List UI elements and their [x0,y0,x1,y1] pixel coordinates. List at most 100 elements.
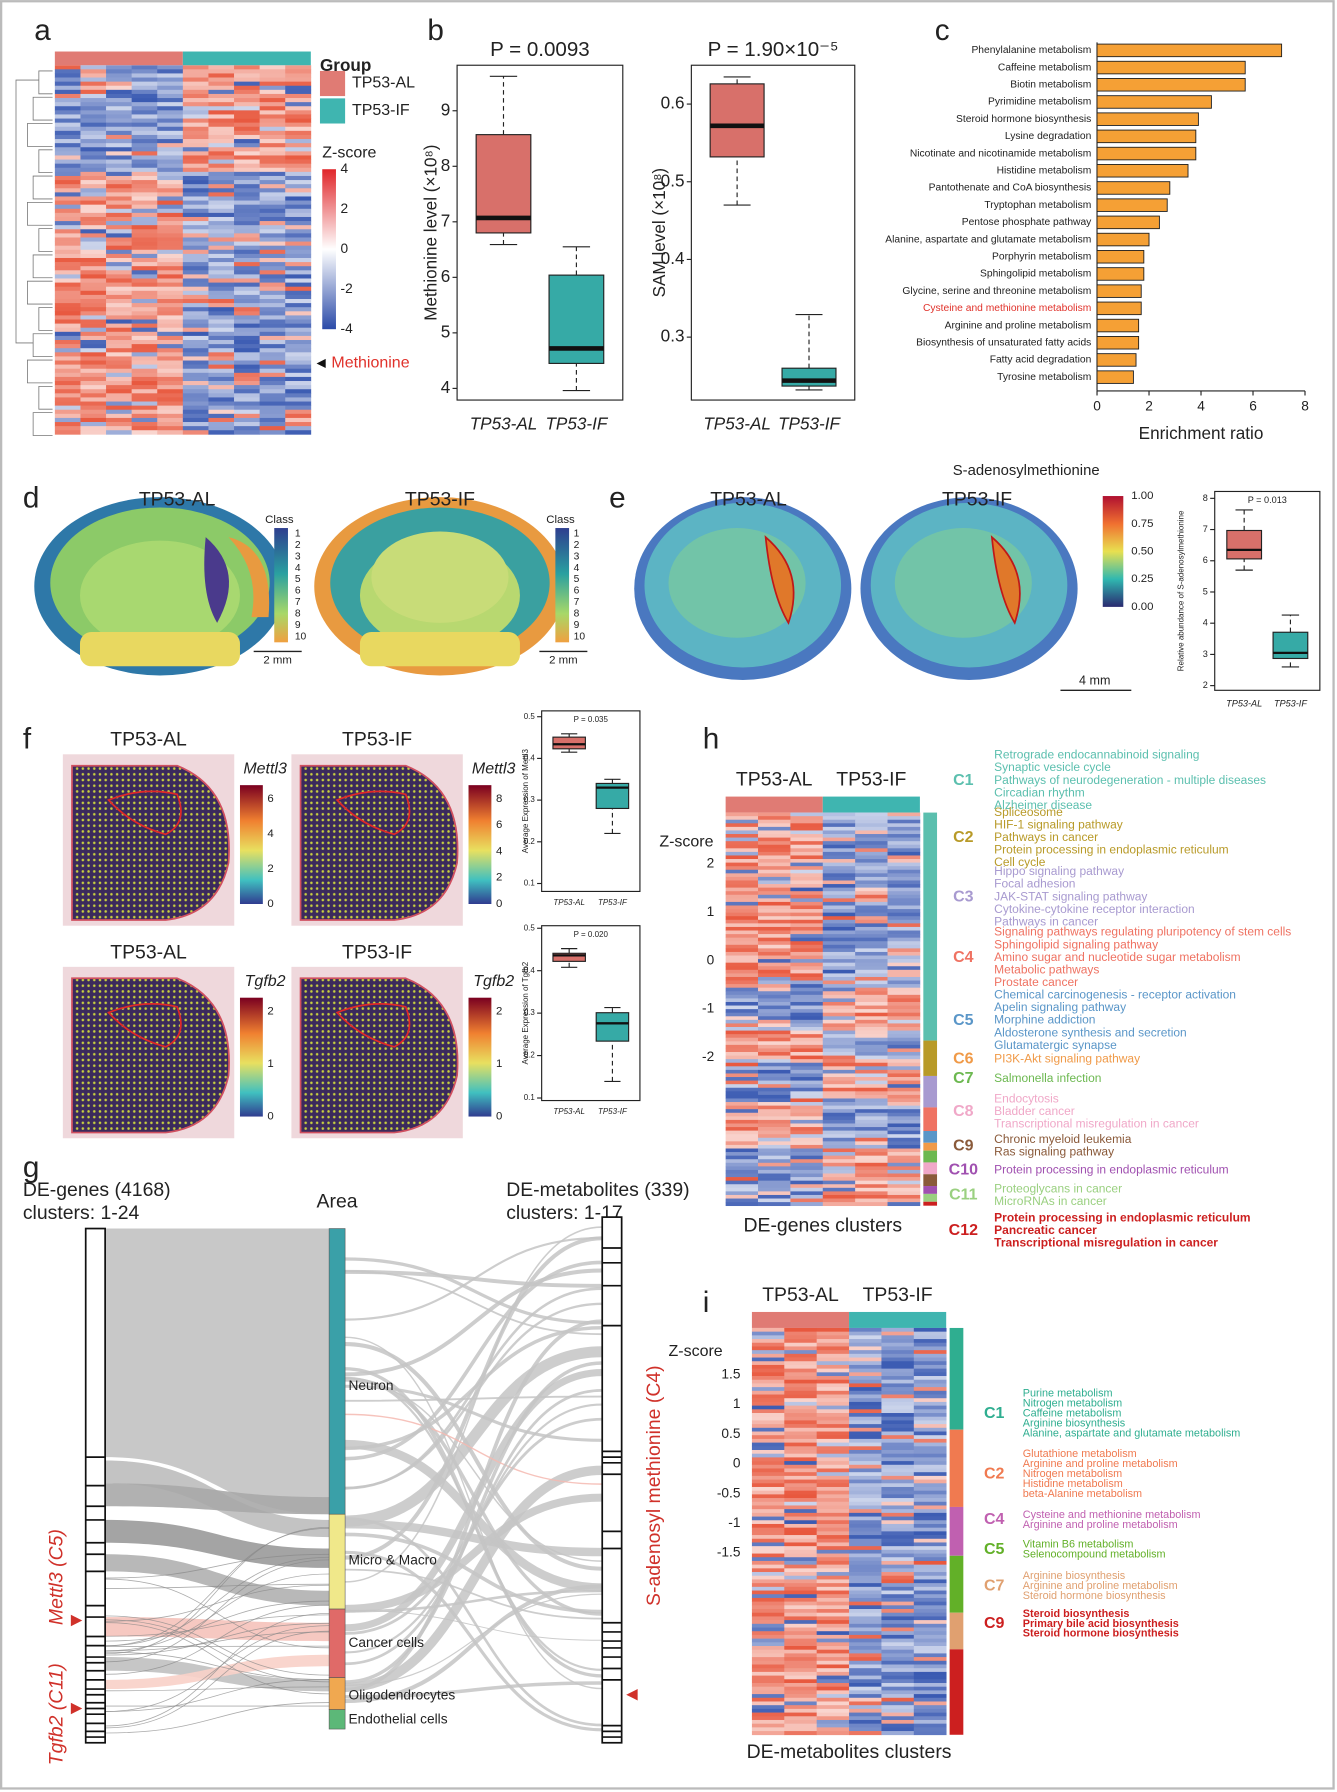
heatmap-cell [913,1546,947,1551]
heatmap-cell [822,851,856,856]
heatmap-cell [106,401,132,406]
heatmap-cell [80,319,107,324]
heatmap-cell [913,1616,947,1621]
heatmap-cell [913,1609,947,1614]
heatmap-cell [849,1694,882,1699]
heatmap-cell [259,245,286,251]
heatmap-cell [881,1586,915,1591]
heatmap-cell [913,1590,947,1595]
heatmap-cell [285,175,312,181]
heatmap-cell [182,311,209,316]
heatmap-cell [816,1631,850,1636]
heatmap-cell [234,327,260,333]
heatmap-cell [849,1535,882,1540]
heatmap-cell [725,1023,759,1028]
heatmap-cell [887,1016,921,1021]
heatmap-cell [182,114,209,119]
heatmap-cell [790,1087,824,1092]
heatmap-cell [816,1535,850,1540]
heatmap-cell [157,98,184,103]
heatmap-cell [285,102,312,107]
heatmap-cell [80,401,107,406]
heatmap-cell [881,1464,915,1469]
heatmap-cell [725,976,759,981]
heatmap-cell [157,65,184,70]
heatmap-cell [106,417,132,423]
heatmap-cell [54,405,81,411]
heatmap-cell [855,1169,888,1174]
heatmap-cell [234,204,260,210]
heatmap-cell [106,319,132,324]
heatmap-cell [887,944,921,949]
heatmap-cell [758,1048,791,1053]
heatmap-cell [881,1675,915,1680]
heatmap-cell [913,1442,947,1447]
heatmap-cell [131,93,158,99]
heatmap-cell [855,998,888,1003]
heatmap-cell [816,1346,850,1351]
heatmap-cell [106,65,132,70]
heatmap-cell [208,208,235,214]
flow [105,1519,330,1568]
heatmap-cell [80,249,107,255]
y-tick-label: 0.4 [661,248,685,268]
cluster-label: C7 [953,1070,974,1087]
heatmap-cell [784,1668,818,1673]
heatmap-cell [54,430,81,435]
heatmap-cell [106,98,132,103]
y-tick-label: 0.3 [524,795,536,804]
heatmap-cell [913,1675,947,1680]
heatmap-cell [157,356,184,361]
heatmap-cell [131,409,158,415]
heatmap-cell [80,294,107,300]
heatmap-cell [887,987,921,992]
heatmap-cell [913,1719,947,1725]
heatmap-cell [285,130,312,136]
heatmap-cell [849,1457,882,1462]
heatmap-cell [822,1194,856,1199]
heatmap-cell [54,376,81,382]
heatmap-cell [881,1627,915,1632]
heatmap-cell [790,1105,824,1110]
bar [1096,112,1199,126]
heatmap-cell [106,196,132,201]
heatmap-cell [157,188,184,193]
heatmap-cell [816,1549,850,1554]
heatmap-cell [790,901,824,906]
heatmap-cell [157,426,184,431]
heatmap-cell [234,69,260,74]
heatmap-cell [208,134,235,140]
heatmap-cell [285,114,312,119]
heatmap-cell [80,110,107,115]
heatmap-cell [106,278,132,283]
heatmap-cell [725,844,759,849]
column-title: DE-metabolites (339) [506,1179,689,1201]
heatmap-cell [887,1177,921,1182]
heatmap-cell [54,331,81,337]
heatmap-cell [784,1490,818,1495]
heatmap-cell [725,930,759,935]
heatmap-cell [784,1572,818,1577]
heatmap-cell [751,1409,785,1414]
heatmap-cell [790,887,824,892]
dendrogram [32,175,53,200]
y-tick-label: Lysine degradation [1005,131,1092,142]
heatmap-cell [887,1087,921,1092]
heatmap-cell [849,1501,882,1506]
heatmap-cell [758,887,791,892]
plot-frame [690,64,856,401]
flow [345,1269,603,1288]
heatmap-cell [855,912,888,917]
heatmap-cell [234,270,260,275]
heatmap-cell [751,1594,785,1599]
heatmap-cell [816,1668,850,1673]
heatmap-cell [784,1479,818,1484]
heatmap-cell [54,270,81,275]
heatmap-cell [157,200,184,206]
heatmap-cell [913,1494,947,1499]
heatmap-cell [816,1479,850,1484]
heatmap-cell [913,1501,947,1506]
heatmap-cell [758,873,791,878]
heatmap-cell [208,381,235,386]
bar [1096,336,1140,350]
